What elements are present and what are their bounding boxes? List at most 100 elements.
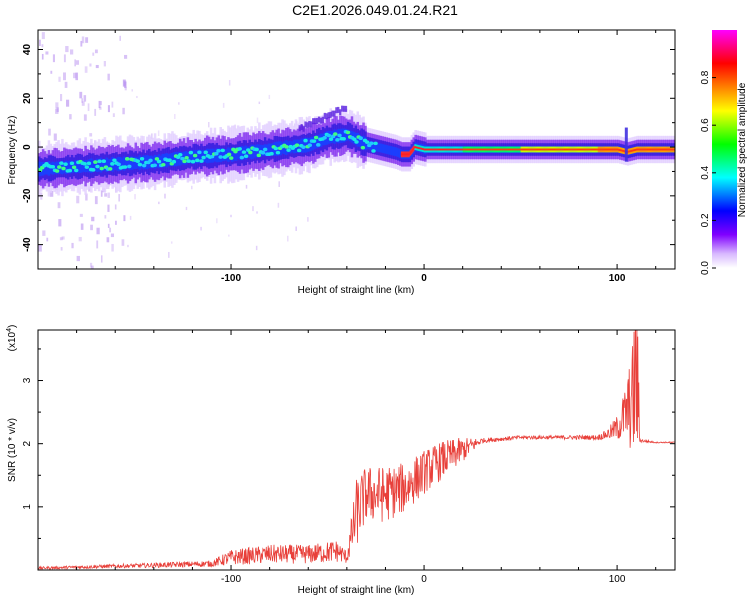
tone-peak-segment [568, 148, 570, 151]
tone-peak-segment [468, 148, 470, 151]
ridge-band-segment [232, 147, 236, 161]
noise-speckle [99, 101, 102, 106]
tone-peak-segment [648, 148, 651, 151]
tone-peak-segment [473, 148, 475, 151]
ridge-band-segment [387, 145, 390, 155]
noise-speckle [185, 206, 188, 211]
tone-peak-segment [445, 148, 447, 151]
tone-peak-segment [446, 148, 448, 151]
noise-speckle [96, 240, 99, 249]
ridge-peak [286, 148, 291, 152]
colorbar-tick-label: 0.8 [700, 70, 711, 84]
tone-peak-segment [649, 148, 652, 151]
ridge-peak [254, 147, 259, 152]
tone-peak-segment [540, 148, 542, 151]
tone-peak-segment [422, 148, 424, 150]
ridge-peak [171, 159, 177, 164]
ridge-band-segment [138, 155, 141, 171]
tone-peak-segment [472, 148, 474, 151]
ridge-peak [337, 133, 342, 138]
ridge-peak [161, 162, 166, 167]
ridge-peak [220, 148, 225, 153]
tone-peak-segment [491, 148, 493, 151]
ridge-spike [624, 127, 628, 162]
tone-peak-segment [465, 148, 467, 151]
tone-peak-segment [497, 148, 499, 151]
tone-peak-segment [606, 148, 608, 151]
ridge-peak [373, 141, 378, 146]
ridge-peak [341, 136, 346, 141]
tone-peak-segment [431, 148, 433, 151]
tone-peak-segment [409, 152, 411, 155]
tone-peak-segment [558, 148, 560, 151]
noise-speckle [287, 235, 289, 242]
noise-speckle [230, 214, 232, 218]
tone-peak-segment [518, 148, 520, 151]
tone-peak-segment [435, 148, 437, 151]
ridge-peak [188, 150, 194, 155]
tone-peak-segment [511, 148, 513, 151]
ridge-peak [229, 156, 234, 160]
ridge-peak [218, 155, 223, 159]
tone-peak-segment [481, 148, 484, 151]
spectrogram-heatmap [38, 32, 675, 269]
tone-peak-segment [532, 148, 534, 151]
noise-speckle [208, 121, 210, 128]
ridge-band-segment [43, 162, 47, 175]
tone-peak-segment [615, 148, 617, 151]
tone-peak-segment [554, 148, 556, 151]
noise-speckle [307, 217, 309, 222]
tone-peak-segment [503, 148, 505, 151]
ridge-band-segment [325, 131, 329, 145]
ridge-peak [61, 166, 66, 171]
tone-peak-segment [523, 148, 525, 151]
tone-peak-segment [618, 148, 620, 151]
tone-peak-segment [500, 148, 502, 151]
tone-peak-segment [476, 148, 478, 151]
noise-speckle [256, 117, 259, 124]
tone-peak-segment [591, 148, 594, 151]
tone-peak-segment [471, 148, 473, 151]
spectrogram-x-label: Height of straight line (km) [298, 285, 415, 296]
ridge-peak [190, 159, 196, 164]
tone-peak-segment [619, 149, 622, 152]
tone-peak-segment [513, 148, 515, 151]
noise-speckle [129, 215, 132, 220]
tone-peak-segment [538, 148, 541, 151]
tone-peak-segment [505, 148, 507, 151]
ridge-peak [112, 158, 117, 163]
tone-peak-segment [560, 148, 562, 151]
ridge-band-segment [358, 134, 361, 147]
noise-speckle [178, 102, 180, 105]
ridge-band-segment [342, 128, 346, 143]
ridge-band-segment [327, 130, 331, 144]
tone-peak-segment [541, 148, 543, 151]
ridge-band-segment [238, 146, 242, 161]
tone-peak-segment [507, 148, 509, 151]
tone-peak-segment [546, 148, 548, 151]
tone-peak-segment [588, 148, 590, 151]
tone-peak-segment [639, 148, 641, 151]
tone-peak-segment [578, 148, 580, 151]
tone-peak-segment [614, 148, 616, 151]
tone-peak-segment [589, 148, 591, 151]
tone-peak-segment [521, 148, 523, 151]
tone-peak-segment [584, 148, 586, 151]
ridge-band-segment [78, 159, 82, 173]
ridge-band-segment [121, 158, 124, 170]
tone-peak-segment [430, 148, 432, 151]
tone-peak-segment [640, 148, 642, 151]
tone-peak-segment [566, 148, 569, 151]
ridge-band-segment [315, 135, 319, 149]
tone-peak-segment [573, 148, 575, 151]
tone-peak-segment [427, 148, 430, 151]
noise-speckle [89, 262, 93, 268]
noise-speckle [88, 186, 91, 192]
tone-peak-segment [647, 148, 649, 151]
ridge-band-segment [76, 160, 80, 173]
ridge-band-segment [252, 144, 255, 159]
noise-speckle [52, 54, 55, 63]
ridge-peak [214, 151, 219, 156]
x-tick-label: -100 [221, 574, 241, 585]
ridge-band-segment [335, 130, 338, 143]
